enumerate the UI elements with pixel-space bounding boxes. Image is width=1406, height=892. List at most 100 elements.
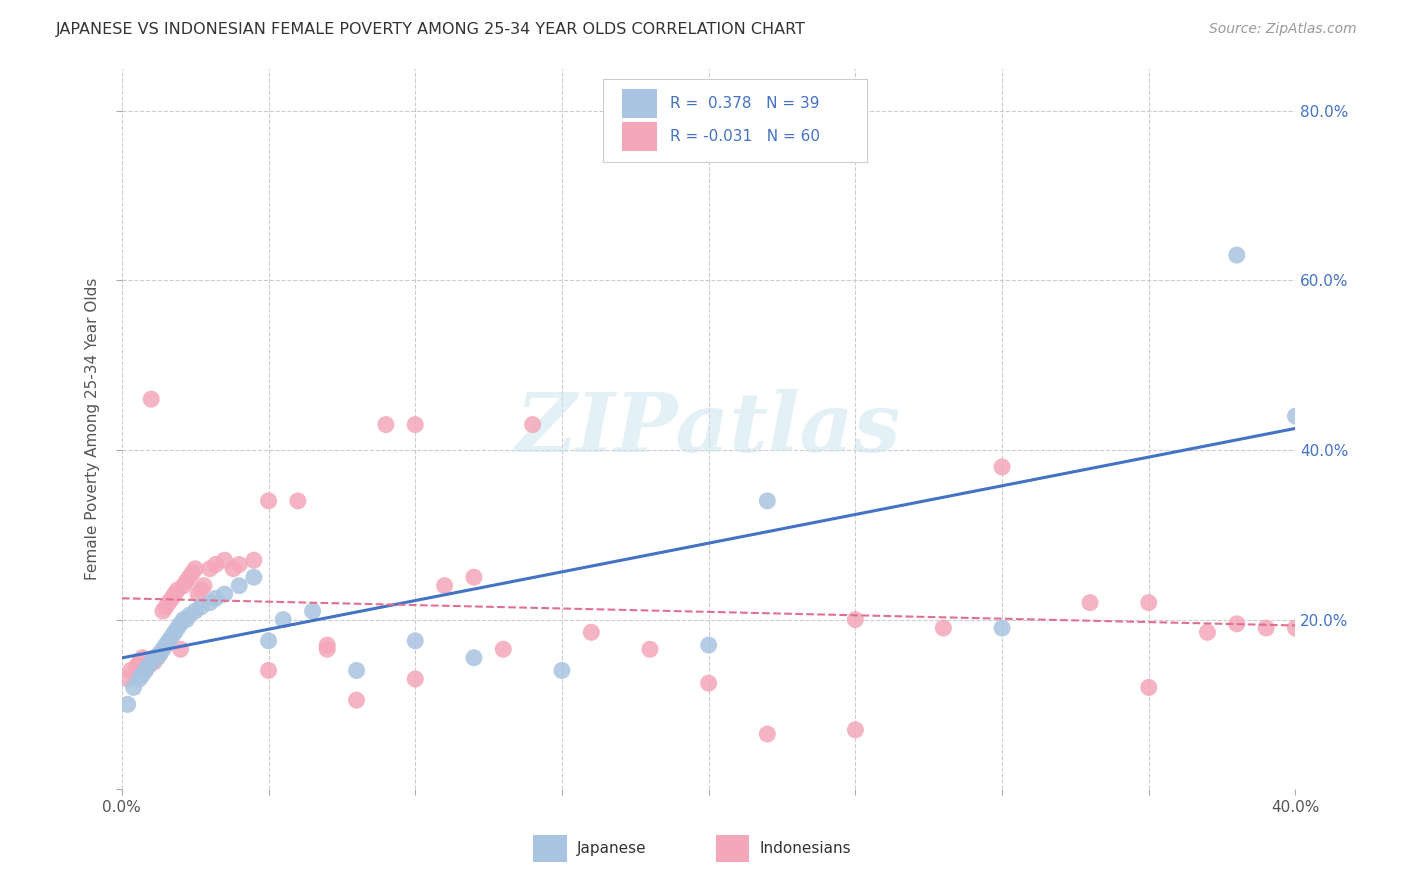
Point <box>160 630 183 644</box>
Point <box>184 604 207 618</box>
Text: R = -0.031   N = 60: R = -0.031 N = 60 <box>669 128 820 144</box>
Point <box>122 681 145 695</box>
Point <box>271 613 294 627</box>
Text: Indonesians: Indonesians <box>759 841 851 855</box>
Point <box>844 723 866 737</box>
FancyBboxPatch shape <box>603 79 868 162</box>
Point <box>141 392 163 406</box>
Point <box>172 613 194 627</box>
Point <box>222 562 245 576</box>
Point <box>157 596 180 610</box>
Point <box>179 570 201 584</box>
Point <box>143 655 166 669</box>
Point <box>243 553 266 567</box>
Point <box>991 621 1014 635</box>
Point <box>128 672 150 686</box>
Point <box>492 642 515 657</box>
Text: ZIPatlas: ZIPatlas <box>516 389 901 469</box>
Point <box>214 587 236 601</box>
Point <box>257 664 280 678</box>
Point <box>176 613 198 627</box>
Point <box>204 591 226 606</box>
Point <box>176 574 198 589</box>
Point <box>1226 616 1249 631</box>
Point <box>463 570 485 584</box>
Point <box>166 582 188 597</box>
Point <box>551 664 574 678</box>
Point <box>756 494 779 508</box>
Point <box>179 608 201 623</box>
Point <box>316 638 339 652</box>
Point <box>346 664 368 678</box>
Point <box>1284 621 1306 635</box>
Point <box>991 460 1014 475</box>
Point <box>404 633 426 648</box>
Point <box>163 625 186 640</box>
Point <box>214 553 236 567</box>
Point <box>149 647 172 661</box>
Point <box>117 698 139 712</box>
Point <box>697 638 720 652</box>
Point <box>697 676 720 690</box>
Point <box>181 566 204 580</box>
Point <box>184 562 207 576</box>
Point <box>187 587 209 601</box>
FancyBboxPatch shape <box>621 122 657 151</box>
Point <box>522 417 544 432</box>
Point <box>125 659 148 673</box>
Point <box>346 693 368 707</box>
Point <box>172 579 194 593</box>
Point <box>134 664 156 678</box>
Point <box>581 625 603 640</box>
Point <box>155 638 177 652</box>
Point <box>155 599 177 614</box>
Point <box>1137 681 1160 695</box>
Point <box>134 664 156 678</box>
Point <box>257 633 280 648</box>
Point <box>190 599 212 614</box>
Point <box>143 650 166 665</box>
Point <box>117 672 139 686</box>
Point <box>131 650 153 665</box>
Point <box>152 604 174 618</box>
Point <box>136 659 159 673</box>
Point <box>128 655 150 669</box>
Point <box>257 494 280 508</box>
Point <box>301 604 323 618</box>
Text: Source: ZipAtlas.com: Source: ZipAtlas.com <box>1209 22 1357 37</box>
Point <box>243 570 266 584</box>
Point <box>163 587 186 601</box>
Point <box>169 642 191 657</box>
Point <box>1137 596 1160 610</box>
Text: R =  0.378   N = 39: R = 0.378 N = 39 <box>669 95 820 111</box>
Point <box>149 647 172 661</box>
Point <box>1078 596 1101 610</box>
Point <box>160 591 183 606</box>
Point <box>166 621 188 635</box>
FancyBboxPatch shape <box>621 88 657 118</box>
Point <box>316 642 339 657</box>
Point <box>932 621 955 635</box>
Point <box>844 613 866 627</box>
Point <box>374 417 396 432</box>
Point <box>198 596 221 610</box>
Point <box>756 727 779 741</box>
Point <box>120 664 142 678</box>
Point <box>152 642 174 657</box>
Y-axis label: Female Poverty Among 25-34 Year Olds: Female Poverty Among 25-34 Year Olds <box>86 277 100 580</box>
Point <box>433 579 456 593</box>
Point <box>141 655 163 669</box>
Point <box>169 616 191 631</box>
Point <box>404 672 426 686</box>
Point <box>193 579 215 593</box>
Point <box>228 558 250 572</box>
Point <box>404 417 426 432</box>
Point <box>146 650 169 665</box>
Text: JAPANESE VS INDONESIAN FEMALE POVERTY AMONG 25-34 YEAR OLDS CORRELATION CHART: JAPANESE VS INDONESIAN FEMALE POVERTY AM… <box>56 22 806 37</box>
Point <box>190 582 212 597</box>
Text: Japanese: Japanese <box>576 841 647 855</box>
Point <box>146 650 169 665</box>
Point <box>136 659 159 673</box>
Point <box>287 494 309 508</box>
Point <box>198 562 221 576</box>
